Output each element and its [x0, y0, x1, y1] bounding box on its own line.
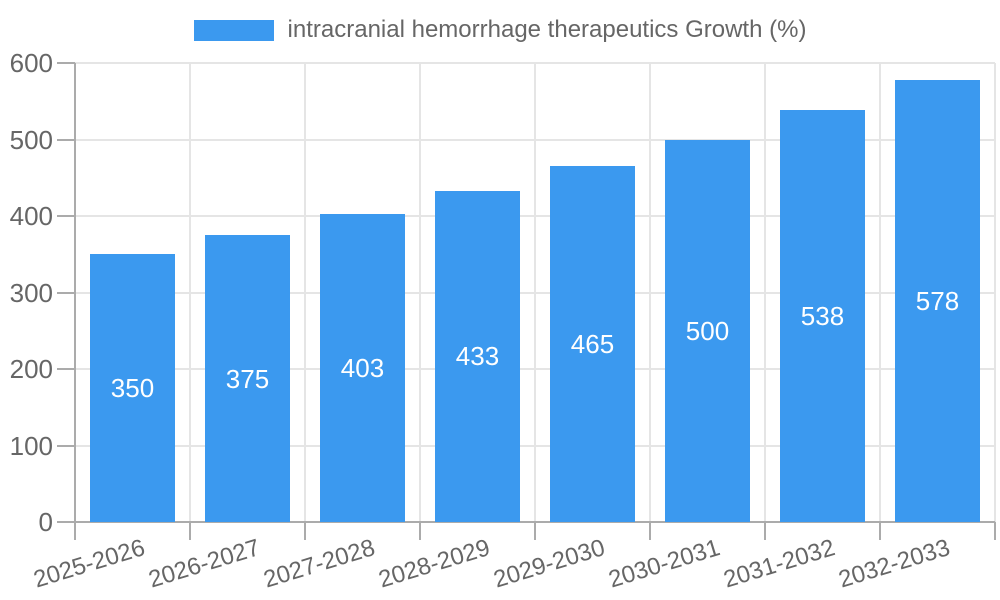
bar-value-label: 433	[455, 341, 500, 372]
bar-value-label: 578	[915, 285, 960, 316]
x-axis-tick	[304, 522, 306, 540]
bar[interactable]	[665, 139, 750, 522]
legend[interactable]: intracranial hemorrhage therapeutics Gro…	[0, 16, 1000, 44]
gridline-vertical	[419, 63, 421, 522]
bar-value-label: 465	[570, 329, 615, 360]
bar[interactable]	[550, 166, 635, 522]
gridline-vertical	[649, 63, 651, 522]
gridline-vertical	[189, 63, 191, 522]
gridline-vertical	[304, 63, 306, 522]
y-axis-tick	[57, 368, 75, 370]
x-axis-tick	[74, 522, 76, 540]
gridline-vertical	[534, 63, 536, 522]
bar-value-label: 500	[685, 315, 730, 346]
x-axis-label: 2030-2031	[605, 534, 723, 594]
y-axis-tick	[57, 444, 75, 447]
x-axis-label: 2027-2028	[260, 534, 378, 594]
x-axis-label: 2028-2029	[375, 534, 493, 594]
gridline-vertical	[879, 63, 881, 522]
y-axis-label: 100	[9, 430, 53, 461]
gridline-vertical	[764, 63, 766, 522]
y-axis-label: 300	[9, 277, 53, 308]
x-axis-label: 2026-2027	[145, 534, 263, 594]
y-axis-label: 200	[9, 354, 53, 384]
legend-label: intracranial hemorrhage therapeutics Gro…	[287, 16, 807, 43]
bar[interactable]	[780, 110, 865, 522]
bar-value-label: 350	[110, 373, 155, 404]
x-axis-tick	[879, 522, 881, 540]
x-axis-label: 2029-2030	[490, 534, 608, 594]
y-axis-tick	[57, 521, 75, 523]
x-axis-tick	[534, 522, 536, 540]
gridline-vertical	[994, 63, 996, 522]
y-axis-tick	[57, 138, 75, 141]
x-axis-label: 2031-2032	[720, 534, 838, 594]
x-axis-tick	[994, 522, 996, 540]
bar-value-label: 538	[800, 301, 845, 332]
legend-swatch	[193, 19, 274, 41]
bar[interactable]	[90, 254, 175, 522]
x-axis-tick	[189, 522, 191, 540]
y-axis-label: 0	[38, 507, 53, 537]
x-axis-tick	[764, 522, 766, 540]
x-axis-tick	[649, 522, 651, 540]
bar[interactable]	[895, 79, 980, 522]
y-axis-label: 600	[9, 48, 53, 78]
x-axis-line	[75, 521, 995, 523]
x-axis-label: 2025-2026	[30, 534, 148, 594]
bar[interactable]	[435, 190, 520, 522]
y-axis-tick	[57, 215, 75, 217]
y-axis-tick	[57, 291, 75, 294]
y-axis-label: 400	[9, 201, 53, 231]
bar-value-label: 375	[225, 363, 270, 394]
x-axis-tick	[419, 522, 421, 540]
y-axis-label: 500	[9, 124, 53, 155]
bar[interactable]	[205, 235, 290, 522]
y-axis-tick	[57, 62, 75, 64]
bar-value-label: 403	[340, 352, 385, 383]
bar[interactable]	[320, 213, 405, 522]
y-axis-line	[74, 63, 76, 522]
x-axis-label: 2032-2033	[835, 534, 953, 594]
